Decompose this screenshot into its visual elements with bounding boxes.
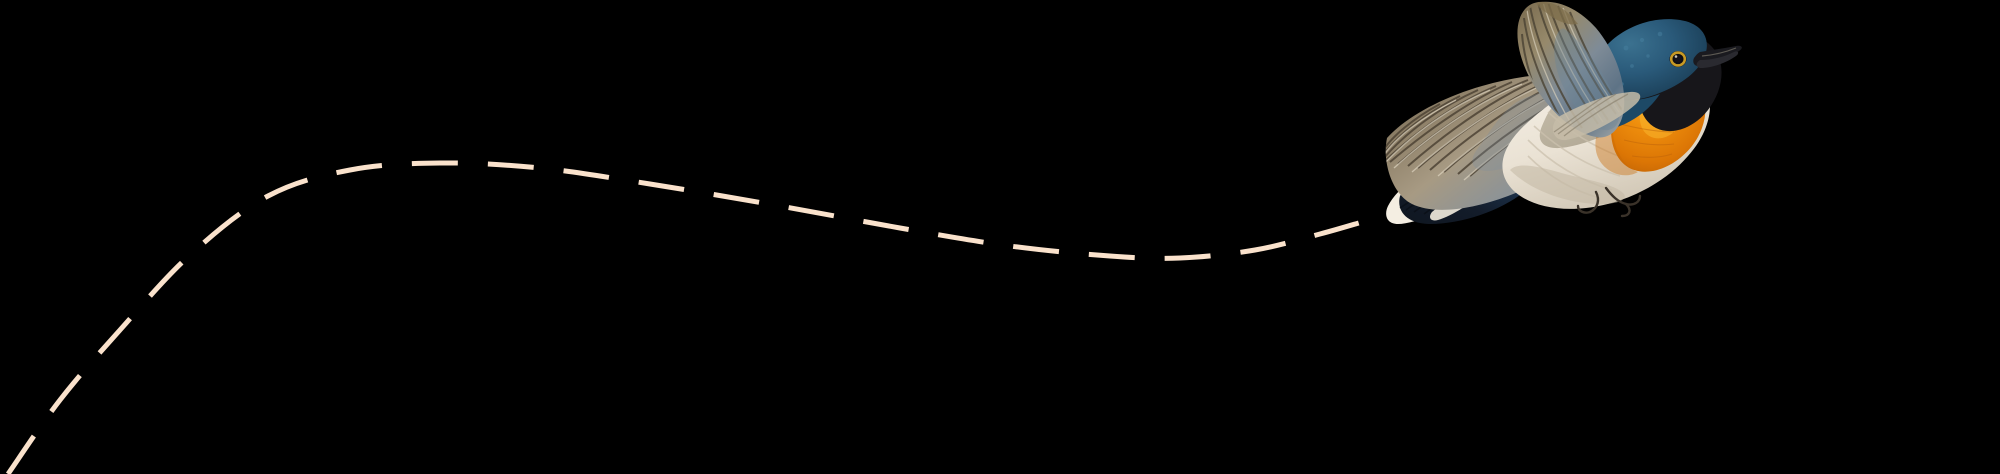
eye-ring	[1669, 51, 1687, 67]
scapulars	[1552, 91, 1641, 141]
bill-gape-line	[1701, 47, 1737, 57]
upper-wing-outer-edge	[1536, 1, 1578, 25]
bill	[1693, 45, 1742, 68]
flight-path	[5, 160, 1363, 474]
eye	[1669, 51, 1687, 67]
bird-body-group	[1385, 1, 1742, 224]
feet	[1576, 186, 1642, 218]
bill-lower	[1696, 51, 1739, 68]
scapular-lines	[1553, 93, 1629, 137]
eye-catchlight	[1674, 55, 1678, 58]
